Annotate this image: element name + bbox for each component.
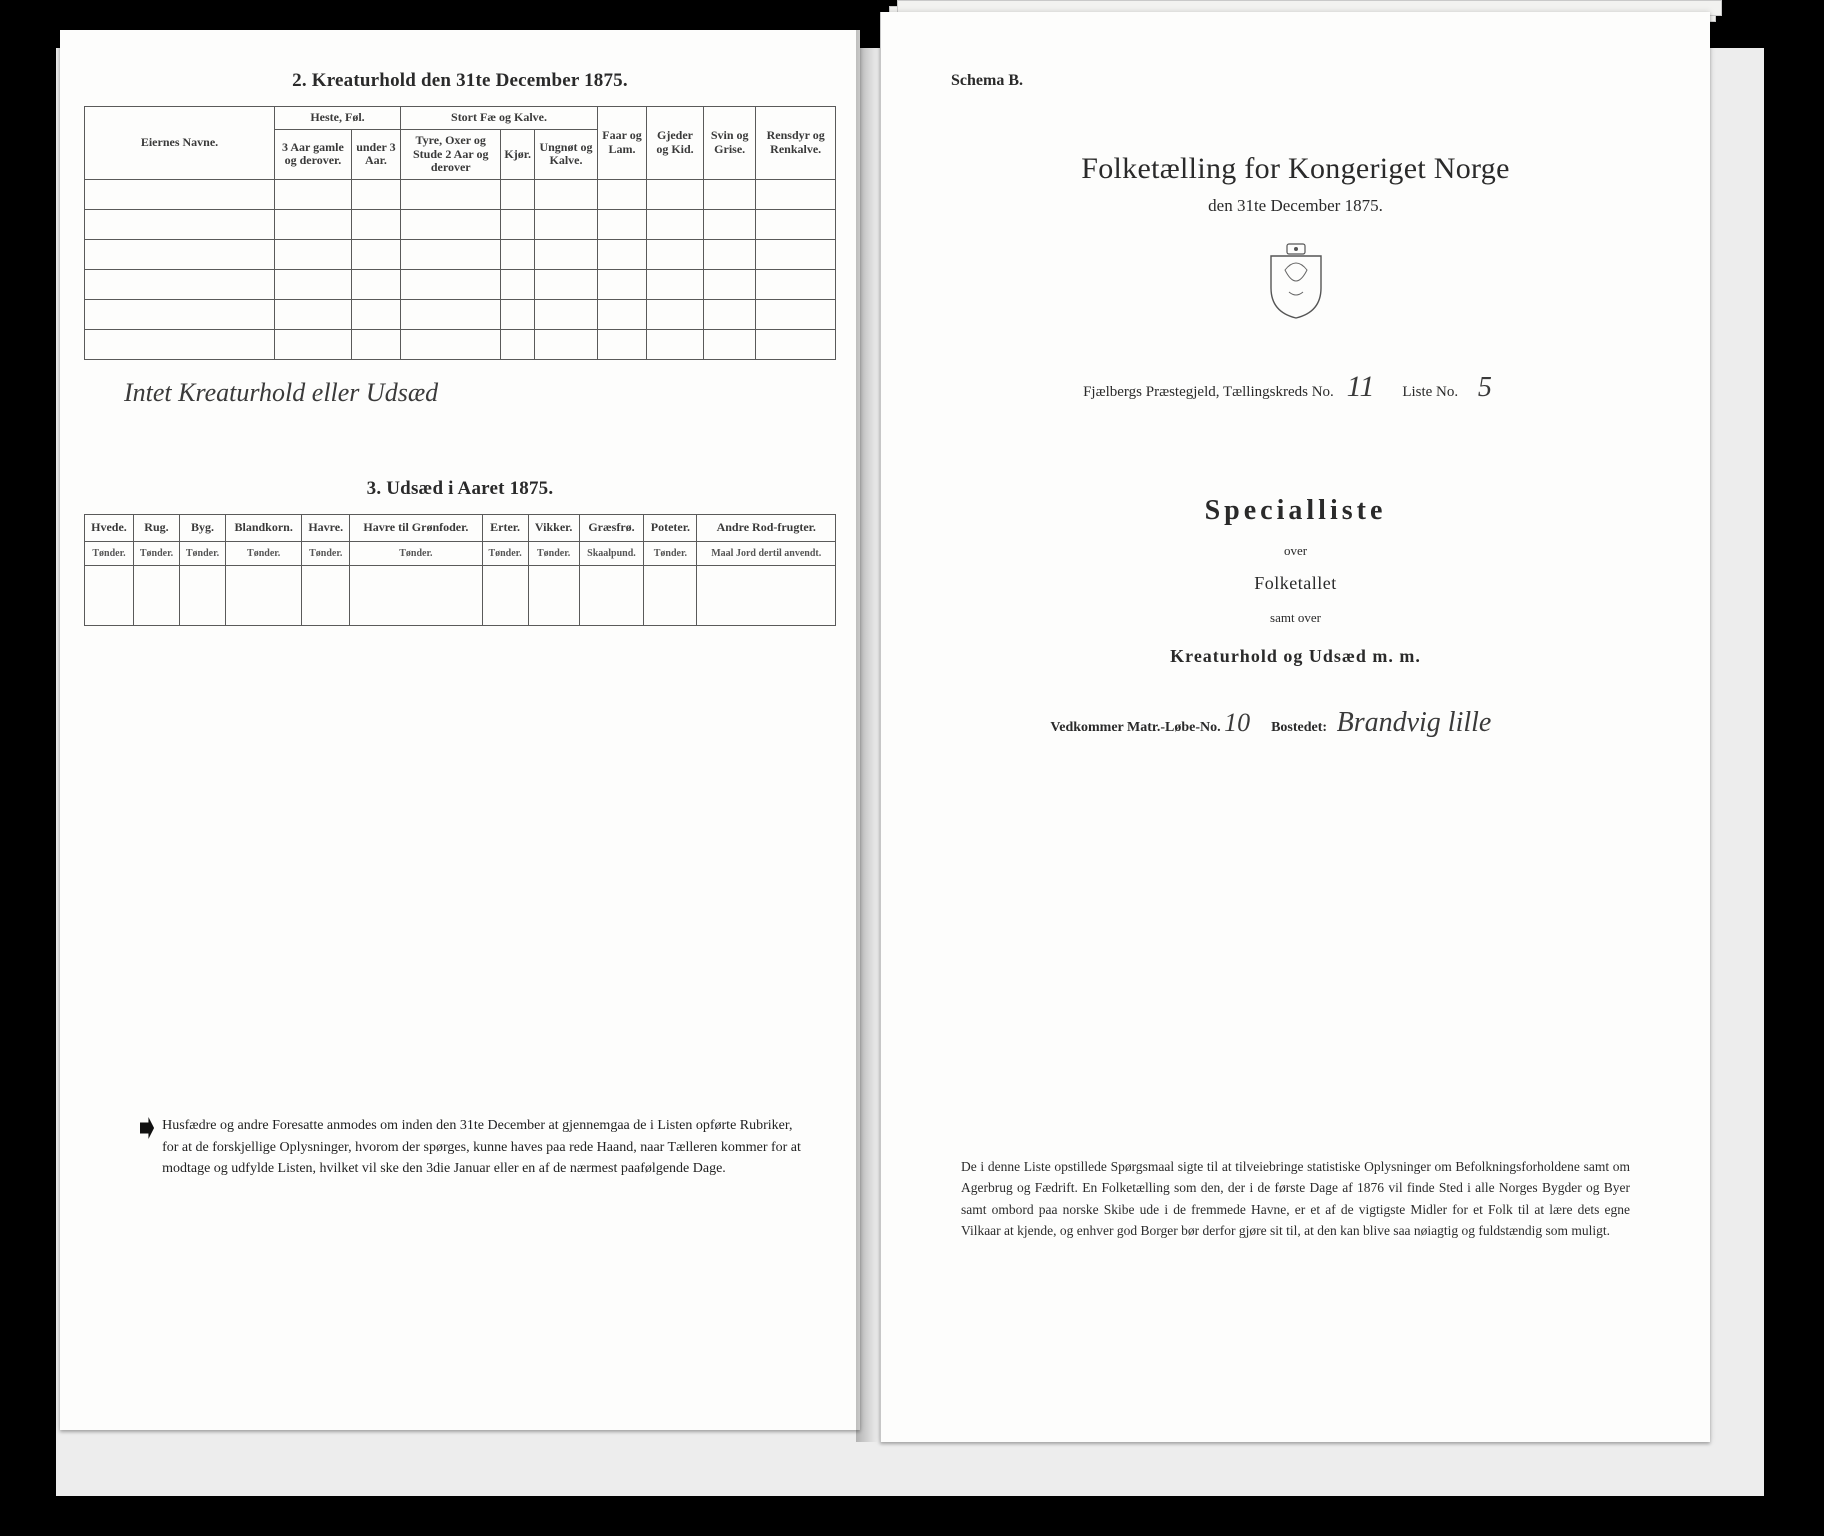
col-stort-b: Kjør. xyxy=(501,129,535,179)
section2-title: 2. Kreaturhold den 31te December 1875. xyxy=(60,70,860,92)
kreaturhold-table: Eiernes Navne. Heste, Føl. Stort Fæ og K… xyxy=(84,106,836,360)
t3-col-1: Rug. xyxy=(133,515,179,542)
t3-sub-0: Tønder. xyxy=(85,541,134,566)
census-title: Folketælling for Kongeriget Norge xyxy=(881,152,1710,186)
t3-col-4: Havre. xyxy=(302,515,350,542)
t3-cell-5 xyxy=(350,566,482,626)
t3-cell-9 xyxy=(644,566,697,626)
bostedet-value: Brandvig lille xyxy=(1331,707,1541,739)
over-label: over xyxy=(881,543,1710,559)
col-gjeder: Gjeder og Kid. xyxy=(646,107,703,180)
t3-col-6: Erter. xyxy=(482,515,528,542)
matr-number: 10 xyxy=(1224,708,1250,737)
col-svin: Svin og Grise. xyxy=(704,107,756,180)
t3-cell-8 xyxy=(579,566,644,626)
t3-cell-1 xyxy=(133,566,179,626)
schema-label: Schema B. xyxy=(951,72,1023,90)
t3-sub-3: Tønder. xyxy=(226,541,302,566)
udsaed-table: Hvede.Rug.Byg.Blandkorn.Havre.Havre til … xyxy=(84,514,836,626)
kreaturhold-heading: Kreaturhold og Udsæd m. m. xyxy=(881,646,1710,667)
col-stort-c: Ungnøt og Kalve. xyxy=(534,129,597,179)
census-subtitle: den 31te December 1875. xyxy=(881,196,1710,216)
left-footnote-text: Husfædre og andre Foresatte anmodes om i… xyxy=(162,1115,810,1180)
liste-number: 5 xyxy=(1462,372,1508,405)
t3-sub-7: Tønder. xyxy=(528,541,579,566)
t3-col-7: Vikker. xyxy=(528,515,579,542)
liste-label: Liste No. xyxy=(1402,384,1458,400)
handwritten-note: Intet Kreaturhold eller Udsæd xyxy=(84,378,836,408)
col-heste-a: 3 Aar gamle og derover. xyxy=(275,129,352,179)
col-ren: Rensdyr og Renkalve. xyxy=(756,107,836,180)
specialliste-heading: Specialliste xyxy=(881,495,1710,527)
t3-cell-2 xyxy=(180,566,226,626)
col-eier: Eiernes Navne. xyxy=(85,107,275,180)
col-heste-b: under 3 Aar. xyxy=(351,129,400,179)
left-page: 2. Kreaturhold den 31te December 1875. E… xyxy=(60,30,860,1430)
t3-sub-2: Tønder. xyxy=(180,541,226,566)
right-page: Schema B. Folketælling for Kongeriget No… xyxy=(880,12,1710,1442)
vedkommer-label: Vedkommer Matr.-Løbe-No. xyxy=(1050,720,1220,735)
t3-sub-1: Tønder. xyxy=(133,541,179,566)
t3-sub-6: Tønder. xyxy=(482,541,528,566)
kreds-number: 11 xyxy=(1338,370,1384,405)
t3-sub-9: Tønder. xyxy=(644,541,697,566)
grp-stort: Stort Fæ og Kalve. xyxy=(401,107,598,130)
right-footnote: De i denne Liste opstillede Spørgsmaal s… xyxy=(961,1156,1630,1242)
t3-sub-8: Skaalpund. xyxy=(579,541,644,566)
t3-cell-0 xyxy=(85,566,134,626)
t3-cell-6 xyxy=(482,566,528,626)
section3-title: 3. Udsæd i Aaret 1875. xyxy=(60,478,860,500)
t3-col-10: Andre Rod-frugter. xyxy=(697,515,836,542)
t3-col-5: Havre til Grønfoder. xyxy=(350,515,482,542)
t3-col-0: Hvede. xyxy=(85,515,134,542)
t3-sub-10: Maal Jord dertil anvendt. xyxy=(697,541,836,566)
grp-heste: Heste, Føl. xyxy=(275,107,401,130)
t3-cell-7 xyxy=(528,566,579,626)
left-footnote: Husfædre og andre Foresatte anmodes om i… xyxy=(140,1115,810,1180)
t3-col-2: Byg. xyxy=(180,515,226,542)
coat-of-arms-icon xyxy=(1265,242,1327,320)
folketallet-label: Folketallet xyxy=(881,573,1710,594)
t3-cell-4 xyxy=(302,566,350,626)
t3-sub-4: Tønder. xyxy=(302,541,350,566)
vedkommer-line: Vedkommer Matr.-Løbe-No. 10 Bostedet: Br… xyxy=(881,707,1710,739)
t3-col-3: Blandkorn. xyxy=(226,515,302,542)
pointing-hand-icon xyxy=(140,1117,154,1139)
district-prefix: Fjælbergs Præstegjeld, Tællingskreds No. xyxy=(1083,384,1334,400)
col-stort-a: Tyre, Oxer og Stude 2 Aar og derover xyxy=(401,129,501,179)
t3-cell-10 xyxy=(697,566,836,626)
samt-label: samt over xyxy=(881,610,1710,626)
t3-col-8: Græsfrø. xyxy=(579,515,644,542)
t3-cell-3 xyxy=(226,566,302,626)
t3-sub-5: Tønder. xyxy=(350,541,482,566)
col-faar: Faar og Lam. xyxy=(598,107,647,180)
t3-col-9: Poteter. xyxy=(644,515,697,542)
bostedet-label: Bostedet: xyxy=(1271,720,1327,735)
district-line: Fjælbergs Præstegjeld, Tællingskreds No.… xyxy=(881,370,1710,405)
